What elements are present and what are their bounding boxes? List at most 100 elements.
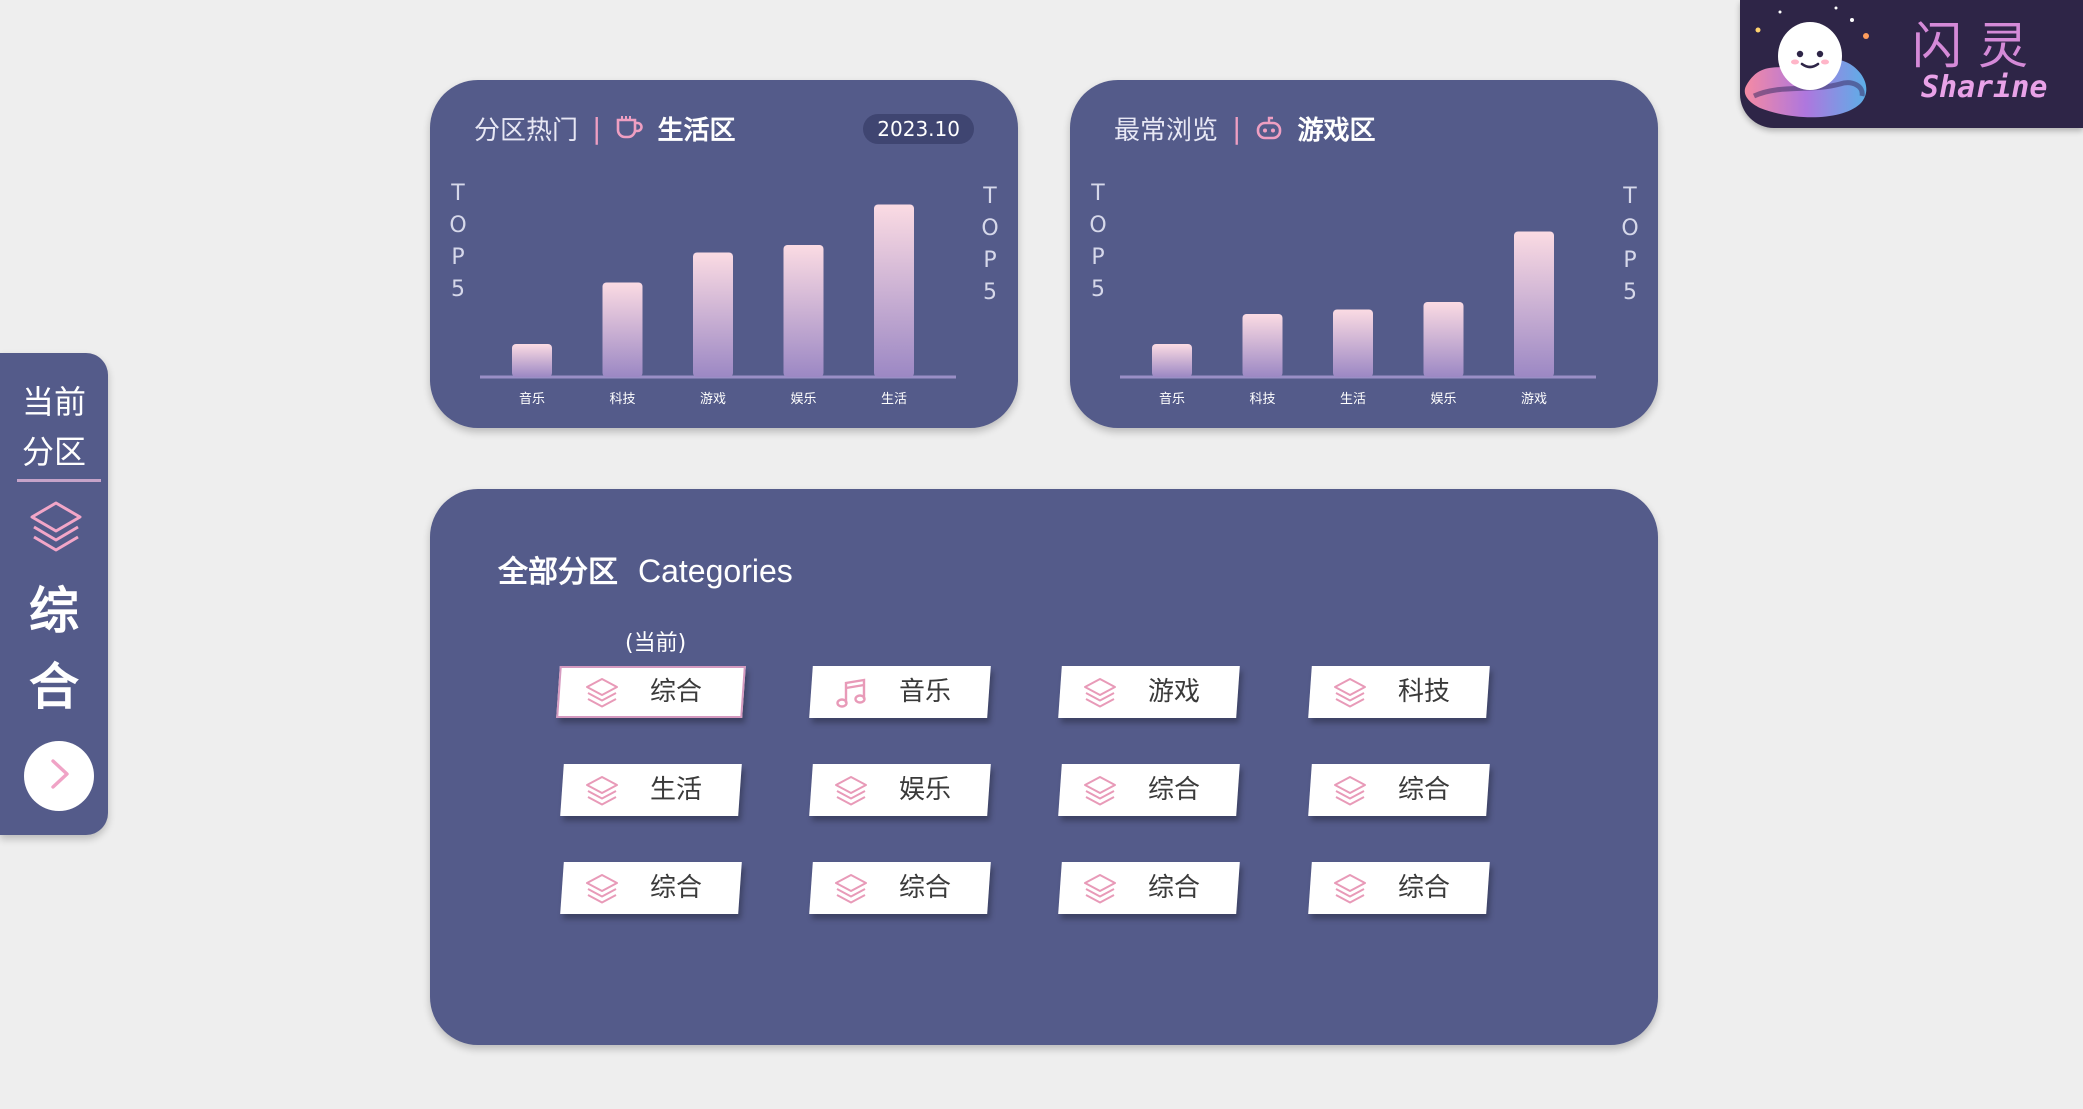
logo-name-en: Sharine [1921, 70, 2048, 105]
sidebar-heading-line2: 分区 [21, 433, 86, 471]
bar-娱乐 [783, 245, 824, 377]
x-tick-label: 游戏 [1521, 392, 1547, 407]
chart-title-row: 分区热门 | 生活区 [474, 108, 735, 148]
layers-icon [1332, 775, 1368, 811]
category-label: 综合 [1397, 775, 1450, 805]
category-label: 综合 [649, 873, 702, 903]
category-label: 综合 [1147, 873, 1200, 903]
category-label: 综合 [1397, 873, 1450, 903]
bar-科技 [1242, 314, 1283, 377]
title-separator: | [592, 111, 602, 145]
top5-letter: P [983, 248, 997, 273]
next-zone-button[interactable] [24, 741, 94, 811]
bar-生活 [874, 204, 914, 377]
current-marker-label: (当前) [625, 631, 687, 656]
x-tick-label: 音乐 [1159, 391, 1185, 407]
date-badge: 2023.10 [863, 114, 974, 144]
category-button-0[interactable]: 综合 [556, 666, 746, 718]
category-label: 科技 [1397, 677, 1450, 707]
bar-游戏 [693, 252, 733, 377]
top5-letter: P [451, 245, 465, 270]
category-label: 游戏 [1147, 677, 1200, 707]
layers-icon [584, 873, 620, 909]
ghost-mascot-icon [1744, 6, 1869, 118]
categories-title-zh: 全部分区 [498, 555, 618, 590]
chart-zone-name: 游戏区 [1297, 115, 1376, 146]
layers-icon [28, 499, 84, 559]
layers-icon [584, 775, 620, 811]
x-tick-label: 音乐 [519, 391, 545, 407]
chart-zone-name: 生活区 [657, 115, 736, 146]
category-button-1[interactable]: 音乐 [809, 666, 991, 718]
layers-icon [1082, 873, 1118, 909]
bar-生活 [1333, 309, 1373, 377]
title-separator: | [1232, 111, 1242, 145]
bar-娱乐 [1423, 302, 1464, 377]
sidebar-divider [17, 479, 101, 482]
category-label: 生活 [649, 775, 702, 805]
categories-title: 全部分区 Categories [498, 547, 793, 591]
layers-icon [833, 775, 869, 811]
category-button-11[interactable]: 综合 [1308, 862, 1490, 914]
category-button-8[interactable]: 综合 [560, 862, 742, 914]
logo-name-zh: 闪灵 [1912, 17, 2044, 75]
category-button-7[interactable]: 综合 [1308, 764, 1490, 816]
category-button-10[interactable]: 综合 [1058, 862, 1240, 914]
top5-letter: O [1621, 216, 1639, 241]
top5-letter: T [1091, 181, 1105, 206]
categories-title-en: Categories [638, 553, 793, 589]
bar-音乐 [512, 344, 552, 377]
category-label: 综合 [649, 677, 702, 707]
top5-letter: T [983, 184, 997, 209]
bar-科技 [602, 282, 643, 377]
category-button-3[interactable]: 科技 [1308, 666, 1490, 718]
top5-letter: P [1623, 248, 1637, 273]
layers-icon [584, 677, 620, 713]
layers-icon [1332, 873, 1368, 909]
bar-chart-most-viewed: 音乐 科技 生活 娱乐 游戏 [1120, 231, 1596, 407]
top5-letter: O [981, 216, 999, 241]
top5-letter: 5 [983, 280, 997, 305]
category-button-4[interactable]: 生活 [560, 764, 742, 816]
top5-letter: 5 [1623, 280, 1637, 305]
current-zone-char-1: 综 [29, 582, 79, 640]
chevron-right-icon [44, 757, 74, 795]
top5-letter: 5 [451, 277, 465, 302]
app-logo: 闪灵 Sharine [1740, 0, 2083, 128]
current-zone-sidebar: 当前 分区 综 合 [0, 353, 108, 835]
coffee-cup-icon [615, 115, 644, 141]
layers-icon [1332, 677, 1368, 713]
music-note-icon [833, 677, 869, 715]
x-tick-label: 生活 [1340, 392, 1366, 407]
chart-title: 最常浏览 [1114, 115, 1219, 146]
all-categories-panel: 全部分区 Categories (当前) 综合 音乐 游戏 科技 生活 娱乐 综合 综合 综合 综合… [430, 489, 1658, 1045]
category-label: 综合 [898, 873, 951, 903]
x-tick-label: 娱乐 [1430, 392, 1456, 407]
layers-icon [1082, 677, 1118, 713]
category-label: 音乐 [898, 677, 951, 707]
top5-letter: 5 [1091, 277, 1105, 302]
top5-letter: O [1089, 213, 1107, 238]
layers-icon [833, 873, 869, 909]
top5-letter: O [449, 213, 467, 238]
category-button-6[interactable]: 综合 [1058, 764, 1240, 816]
current-zone-char-2: 合 [29, 658, 79, 716]
category-button-2[interactable]: 游戏 [1058, 666, 1240, 718]
category-button-9[interactable]: 综合 [809, 862, 991, 914]
category-button-5[interactable]: 娱乐 [809, 764, 991, 816]
sidebar-heading-line1: 当前 [21, 383, 86, 421]
bar-音乐 [1152, 344, 1192, 377]
x-tick-label: 科技 [1249, 392, 1275, 407]
top5-letter: T [1623, 184, 1637, 209]
chart-title-row: 最常浏览 | 游戏区 [1114, 108, 1375, 148]
top5-letter: T [451, 181, 465, 206]
layers-icon [1082, 775, 1118, 811]
bar-chart-popular: 音乐 科技 游戏 娱乐 生活 [480, 204, 956, 407]
x-tick-label: 生活 [881, 392, 907, 407]
